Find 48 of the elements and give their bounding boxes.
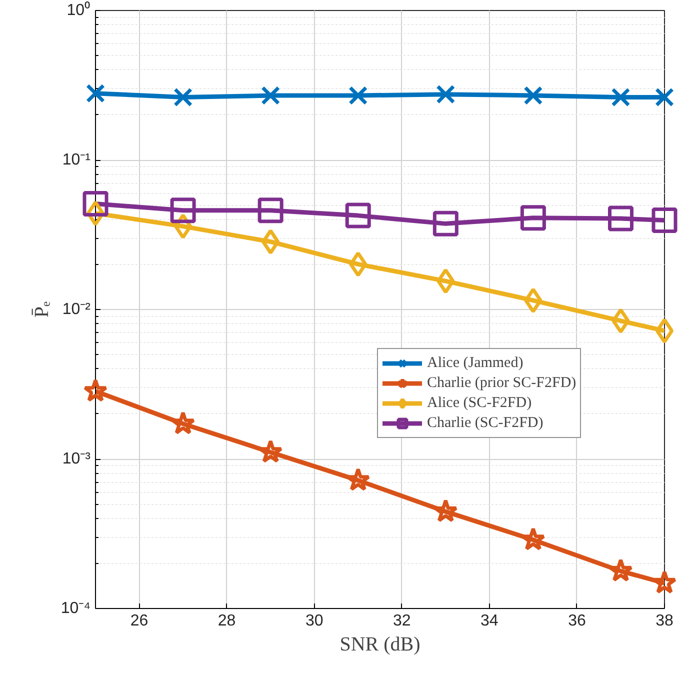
y-tick-label: 10⁰	[66, 1, 90, 19]
y-axis-title: P̄ₑ	[30, 301, 53, 318]
legend-label: Alice (SC-F2FD)	[427, 394, 532, 412]
point	[83, 378, 108, 402]
point	[261, 86, 280, 106]
x-tick-label: 34	[480, 612, 498, 630]
point	[82, 190, 108, 216]
point	[524, 288, 542, 314]
point	[346, 468, 370, 491]
point	[652, 570, 677, 594]
x-tick-label: 38	[656, 612, 674, 630]
point	[258, 198, 284, 224]
point	[520, 527, 546, 550]
point	[349, 251, 368, 277]
point	[436, 84, 456, 104]
legend-label: Charlie (SC-F2FD)	[427, 414, 544, 432]
point	[258, 439, 283, 463]
point	[345, 202, 371, 228]
legend-label: Charlie (prior SC-F2FD)	[427, 374, 576, 392]
point	[170, 198, 196, 224]
legend-label: Alice (Jammed)	[427, 354, 524, 372]
point	[612, 308, 630, 334]
y-tick-label: 10⁻³	[62, 450, 92, 468]
point	[86, 84, 106, 103]
point	[608, 206, 634, 232]
point	[524, 86, 543, 106]
x-tick-label: 32	[392, 612, 411, 630]
point	[348, 86, 368, 106]
y-tick-label: 10⁻²	[62, 301, 92, 318]
point	[654, 88, 674, 107]
point	[436, 268, 455, 294]
x-axis-title: SNR (dB)	[340, 634, 420, 656]
x-tick-label: 28	[218, 612, 236, 630]
point	[611, 88, 630, 107]
point	[520, 205, 546, 231]
y-tick-label: 10⁻⁴	[60, 600, 91, 617]
point	[432, 210, 458, 236]
point	[170, 411, 196, 434]
y-tick-label: 10⁻¹	[62, 152, 90, 168]
point	[433, 498, 458, 522]
x-tick-label: 26	[130, 612, 148, 630]
point	[261, 228, 280, 254]
point	[174, 88, 193, 107]
point	[608, 558, 633, 582]
x-tick-label: 36	[568, 612, 586, 630]
point	[652, 208, 678, 234]
x-tick-label: 30	[305, 612, 324, 630]
point	[655, 318, 674, 344]
